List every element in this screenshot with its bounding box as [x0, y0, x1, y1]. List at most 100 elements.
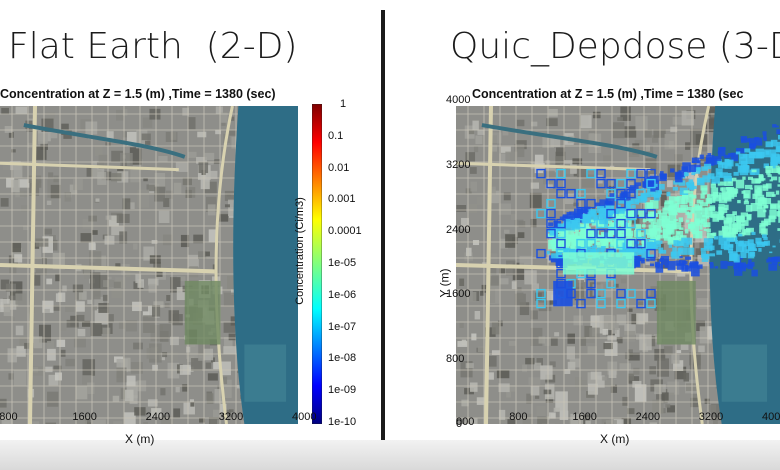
plume-cell — [764, 240, 770, 246]
plume-cell — [566, 238, 575, 247]
plume-cell — [717, 171, 723, 175]
plume-cell — [675, 260, 681, 266]
plume-cell — [649, 228, 657, 237]
plume-cell — [756, 203, 763, 209]
city-block — [147, 399, 158, 407]
city-block — [704, 398, 710, 404]
city-block — [220, 361, 231, 376]
city-block — [580, 115, 592, 129]
city-block — [516, 292, 524, 300]
plume-grid-cell — [586, 288, 596, 299]
plume-cell — [597, 247, 605, 253]
plume-cell — [734, 266, 743, 276]
city-block — [19, 337, 30, 349]
plume-grid-cell — [556, 188, 566, 199]
plume-cell — [647, 233, 653, 238]
city-block — [713, 417, 718, 424]
city-block — [45, 112, 55, 121]
plume-cell — [635, 224, 642, 230]
plume-cell — [586, 214, 596, 224]
plume-cell — [702, 175, 711, 183]
plume-cell — [681, 264, 689, 272]
plume-cell — [629, 200, 634, 204]
plume-cell — [593, 216, 598, 221]
plume-cell — [548, 222, 554, 227]
plume-cell — [765, 141, 773, 148]
plume-cell — [727, 173, 732, 178]
plume-cell — [563, 218, 571, 227]
plume-cell — [721, 187, 726, 193]
city-block — [519, 302, 530, 316]
city-block — [130, 361, 143, 374]
city-block — [236, 385, 242, 389]
plume-cell — [745, 138, 751, 143]
city-block — [498, 383, 510, 393]
plume-cell — [639, 249, 645, 254]
plume-grid-cell — [636, 238, 646, 249]
plume-grid-cell — [586, 238, 596, 249]
plume-cell — [755, 137, 763, 146]
city-block — [470, 181, 478, 192]
city-block — [635, 116, 648, 131]
city-block — [182, 177, 192, 186]
city-block — [580, 336, 587, 346]
plume-cell — [676, 195, 685, 205]
plume-cell — [616, 207, 625, 214]
plume-cell — [678, 217, 684, 223]
plume-cell — [546, 250, 550, 255]
plume-grid-cell — [586, 168, 596, 179]
city-block — [573, 315, 584, 326]
city-block — [85, 121, 98, 135]
city-block — [536, 358, 543, 366]
plume-cell — [738, 241, 744, 247]
city-block — [108, 215, 119, 227]
plume-cell — [685, 211, 690, 215]
plume-cell — [557, 233, 564, 239]
plume-cell — [747, 239, 754, 245]
plume-cell — [687, 206, 694, 211]
plume-cell — [701, 187, 708, 194]
city-block — [500, 238, 508, 249]
plume-cell — [775, 190, 780, 195]
plume-cell — [566, 216, 574, 220]
plume-cell — [731, 227, 737, 234]
plume-cell — [742, 176, 746, 180]
plume-cell — [650, 256, 656, 261]
plume-cell — [727, 244, 734, 251]
plume-cell — [736, 148, 746, 154]
plume-cell — [571, 235, 580, 243]
plume-cell — [769, 179, 773, 182]
city-block — [8, 373, 14, 380]
city-block — [2, 164, 10, 170]
city-block — [465, 247, 472, 257]
city-block — [94, 296, 104, 308]
plume-grid-cell — [576, 238, 586, 249]
plume-cell — [758, 247, 762, 252]
plume-cell — [687, 247, 695, 255]
city-block — [34, 179, 42, 188]
plume-cell — [718, 147, 726, 157]
city-block — [535, 292, 542, 301]
plume-cell — [670, 251, 677, 257]
plume-cell — [689, 191, 694, 194]
city-block — [627, 352, 640, 361]
city-block — [88, 215, 97, 222]
city-block — [87, 382, 95, 395]
plume-grid-cell — [636, 188, 646, 199]
city-block — [11, 149, 16, 153]
plume-cell — [676, 263, 685, 270]
plume-cell — [610, 237, 618, 247]
plume-cell — [662, 218, 670, 228]
city-block — [223, 292, 235, 307]
city-block — [592, 111, 601, 119]
plume-cell — [753, 143, 757, 148]
right-panel-title: Quic_Depdose (3-D — [450, 26, 780, 67]
plume-cell — [776, 141, 780, 148]
plume-cell — [744, 148, 751, 153]
plume-cell — [678, 180, 686, 186]
city-block — [711, 403, 722, 421]
plume-grid-cell — [566, 188, 576, 199]
city-block — [511, 281, 517, 289]
plume-cell — [713, 156, 722, 161]
plume-cell — [685, 219, 690, 223]
